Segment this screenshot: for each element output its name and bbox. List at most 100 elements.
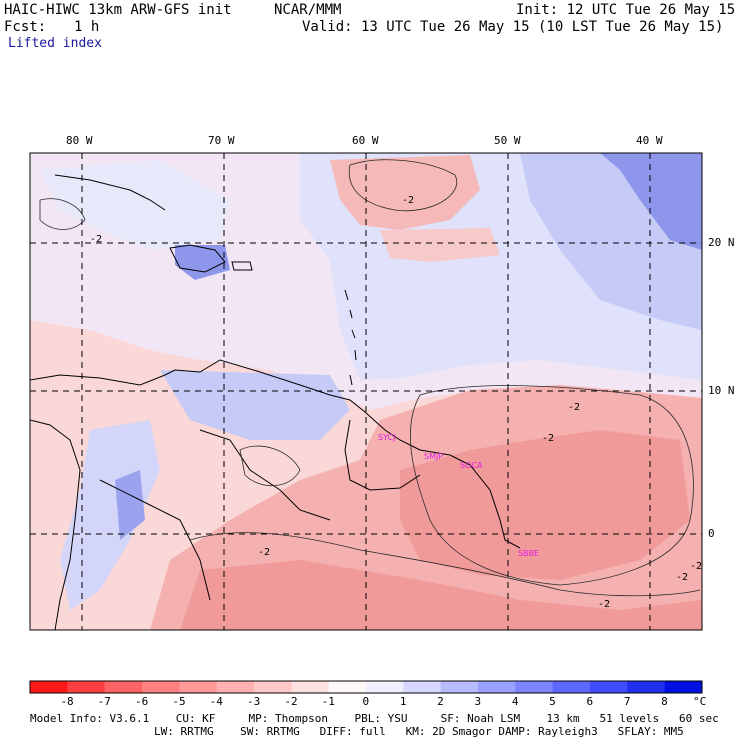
colorbar-segment [627,681,666,693]
lat-label: 20 N [708,236,735,249]
contour-amazon [409,385,694,586]
lesser-antilles [344,289,357,386]
south-america-north-coast [30,359,521,549]
field-negative-north [330,155,480,230]
contour-north [348,159,458,212]
island-3 [351,329,356,339]
stations: SYCJ SMJP SOCA SBBE [378,433,539,558]
colorbar-segment [590,681,628,693]
org-label: NCAR/MMM [274,2,342,18]
island-4 [354,349,357,361]
graticule [30,153,702,630]
contour-label: -2 [568,402,580,413]
lon-label: 60 W [352,134,379,147]
field-name: Lifted index [8,36,102,51]
lon-label: 40 W [636,134,663,147]
colorbar-segment [179,681,218,693]
colorbar-segment [403,681,442,693]
puerto-rico-coast [231,261,253,271]
colorbar-tick-label: 3 [474,695,482,708]
field-andes-strong [115,470,145,540]
island-5 [349,374,353,386]
lat-label: 0 [708,527,715,540]
contour-label: -2 [402,195,414,206]
colorbar-segment [664,681,703,693]
cuba-coast [54,174,166,211]
island-1 [344,289,349,301]
contour-label: -2 [598,599,610,610]
coastlines [30,174,521,630]
colorbar-frame [29,680,703,694]
colorbar-tick-label: -8 [60,695,74,708]
colorbar [29,680,703,694]
lon-label: 50 W [494,134,521,147]
contour-south [189,532,701,597]
colorbar-tick-label: -5 [172,695,186,708]
lon-label: 80 W [66,134,93,147]
field-strong-positive-corner [600,153,702,250]
field-strong-negative-south [180,560,702,630]
contours [39,159,701,597]
colorbar-tick-label: 5 [549,695,556,708]
colorbar-segment [30,681,68,693]
colombia-border [99,479,211,601]
contour-interior [239,445,301,487]
colorbar-segment [216,681,255,693]
contour-labels: -2 -2 -2 -2 -2 -2 -2 -2 [90,195,702,610]
colorbar-segment [104,681,143,693]
colorbar-segment [552,681,591,693]
colorbar-segment [478,681,516,693]
colorbar-segment [366,681,404,693]
colorbar-segment [291,681,330,693]
field-weak-negative-band [380,228,500,262]
colorbar-tick-label: 2 [437,695,444,708]
colorbar-tick-label: -2 [284,695,298,708]
colorbar-tick-label: 4 [511,695,519,708]
valid-time: Valid: 13 UTC Tue 26 May 15 (10 LST Tue … [302,19,724,35]
guiana-border [344,419,421,491]
station-label: SMJP [424,452,443,461]
colorbar-tick-label: 1 [399,695,407,708]
colorbar-tick-label: -7 [97,695,111,708]
colorbar-segment [328,681,367,693]
contour-label: -2 [258,547,270,558]
contour-label: -2 [690,561,702,572]
colorbar-tick-label: -6 [135,695,149,708]
colorbar-segment [515,681,554,693]
station-label: SOCA [460,461,483,470]
colorbar-segment [142,681,180,693]
lat-label: 10 N [708,384,735,397]
map-frame [29,152,703,631]
colorbar-tick-label: -3 [247,695,261,708]
forecast-label: Fcst: [4,19,47,35]
colorbar-segment [440,681,479,693]
model-physics: LW: RRTMG SW: RRTMG DIFF: full KM: 2D Sm… [154,725,684,738]
contour-label: -2 [542,433,554,444]
field-caribbean-north [40,160,230,250]
contour-label: -2 [90,234,102,245]
forecast-hour: 1 h [74,19,100,35]
contour-label: -2 [676,572,688,583]
colorbar-unit: °C [693,695,707,708]
contour-caribbean [39,198,86,230]
colorbar-tick-label: 7 [623,695,631,708]
station-label: SBBE [518,549,539,558]
model-info: Model Info: V3.6.1 CU: KF MP: Thompson P… [30,712,719,725]
field-venezuela-positive [160,370,350,440]
lon-label: 70 W [208,134,235,147]
island-2 [349,309,353,319]
colorbar-segment [67,681,106,693]
model-title: HAIC-HIWC 13km ARW-GFS init [4,2,232,18]
hispaniola-coast [169,244,226,273]
colorbar-segment [254,681,292,693]
field-andes-positive [60,420,160,610]
colorbar-tick-label: 8 [661,695,668,708]
colorbar-tick-label: -1 [321,695,335,708]
pacific-coast [30,419,81,630]
field-hispaniola-positive [175,245,230,280]
colorbar-tick-label: 0 [362,695,370,708]
init-time: Init: 12 UTC Tue 26 May 15 [516,2,736,18]
interior-border [199,429,331,521]
colorbar-tick-label: 6 [586,695,594,708]
